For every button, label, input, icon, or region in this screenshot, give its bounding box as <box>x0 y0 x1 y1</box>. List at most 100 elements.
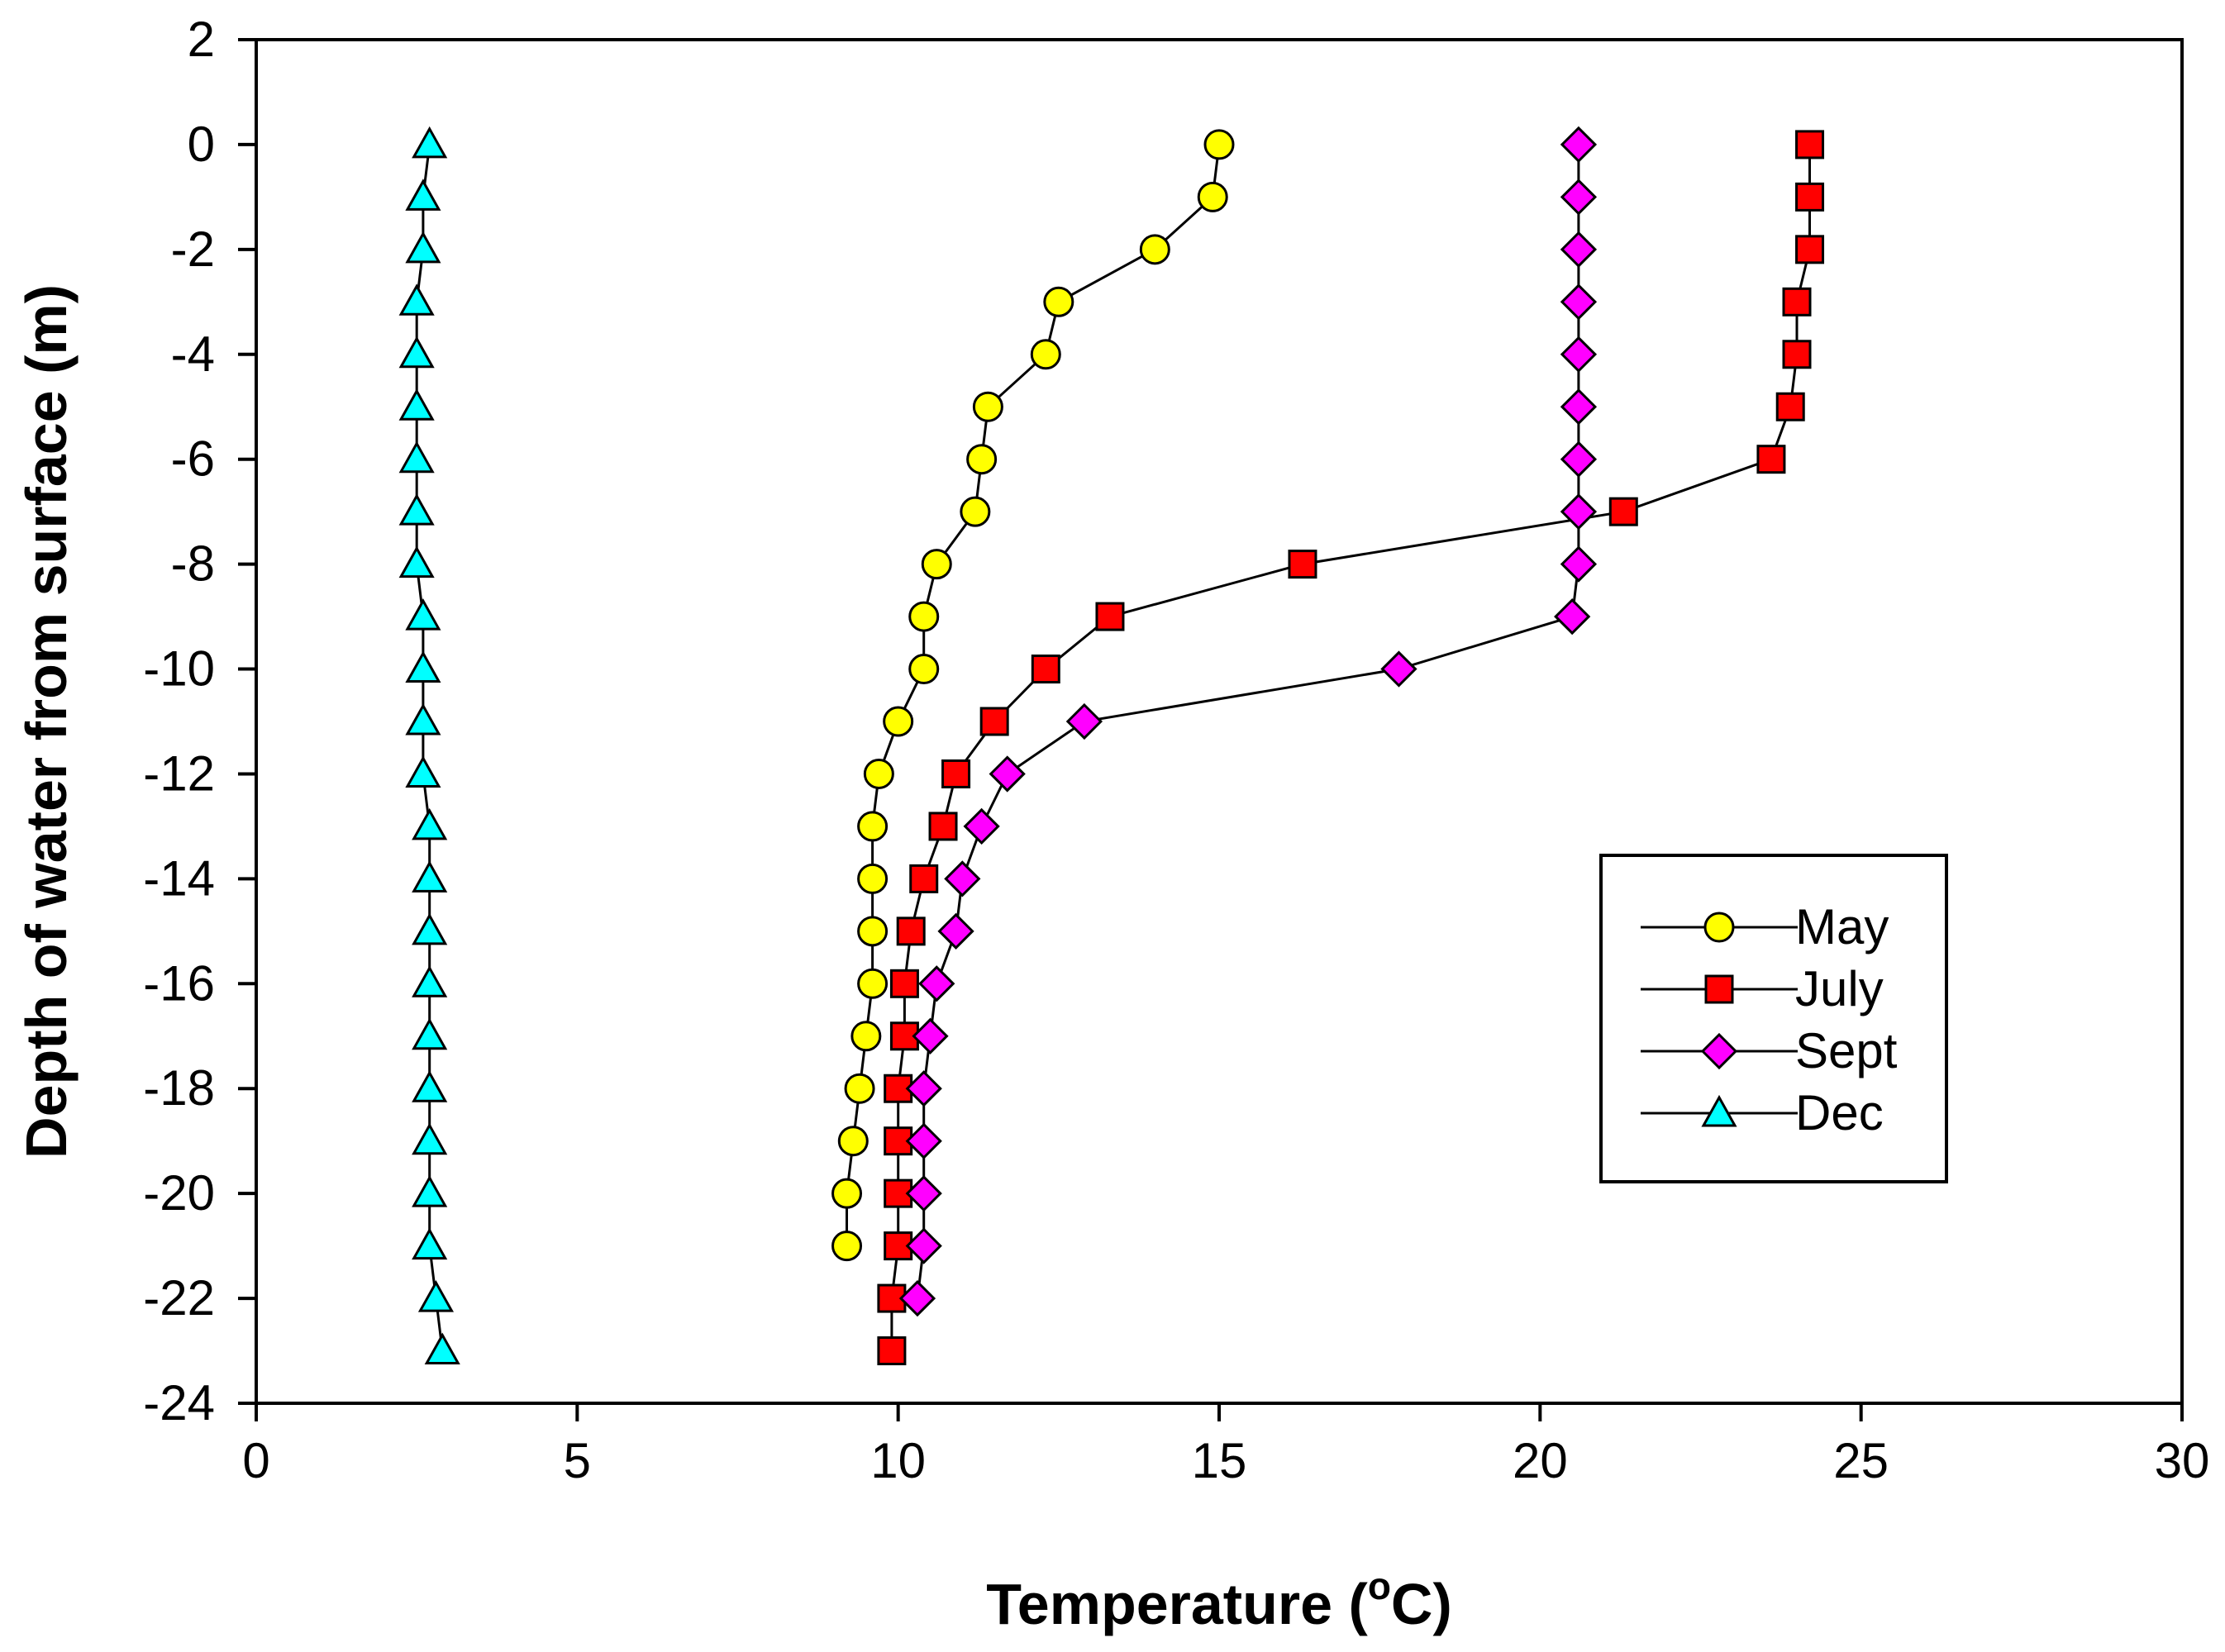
data-point-july <box>1775 392 1805 421</box>
data-point-dec <box>412 912 448 945</box>
data-point-dec <box>398 493 435 526</box>
data-point-may <box>1043 286 1074 317</box>
legend-label: May <box>1795 899 1889 955</box>
data-point-sept <box>1560 336 1598 373</box>
data-point-sept <box>1380 650 1417 688</box>
data-point-sept <box>1560 545 1598 583</box>
data-point-july <box>1608 497 1638 526</box>
data-point-july <box>941 759 971 788</box>
data-point-dec <box>412 965 448 997</box>
y-tick-label: -22 <box>143 1270 215 1326</box>
data-point-may <box>960 496 991 527</box>
data-point-dec <box>398 545 435 578</box>
data-point-may <box>1203 129 1235 160</box>
data-point-sept <box>905 1122 942 1159</box>
data-point-dec <box>412 1070 448 1102</box>
data-point-may <box>1030 339 1061 370</box>
data-point-may <box>857 863 889 894</box>
y-tick-label: 0 <box>188 117 215 172</box>
y-tick-label: -4 <box>171 326 215 382</box>
series-sept <box>898 126 1598 1317</box>
data-point-dec <box>405 702 441 736</box>
data-point-may <box>857 916 889 947</box>
data-point-may <box>908 601 940 632</box>
legend-item-dec: Dec <box>1641 1085 1884 1140</box>
data-point-may <box>844 1073 875 1104</box>
data-point-may <box>831 1178 863 1209</box>
data-point-dec <box>405 231 441 264</box>
data-point-may <box>837 1126 869 1157</box>
data-point-may <box>857 968 889 999</box>
x-axis: 0 5 10 15 20 25 30 <box>242 1403 2209 1488</box>
data-point-may <box>883 706 914 737</box>
data-point-dec <box>412 1122 448 1155</box>
data-point-dec <box>405 179 441 211</box>
y-tick-label: -8 <box>171 536 215 592</box>
series-dec <box>398 126 460 1365</box>
data-point-july <box>1782 287 1812 317</box>
data-point-sept <box>1560 231 1598 268</box>
data-point-sept <box>1554 597 1591 636</box>
legend-label: July <box>1795 961 1884 1016</box>
x-tick-label: 30 <box>2155 1433 2210 1488</box>
data-point-sept <box>1560 388 1598 426</box>
data-point-july <box>1795 130 1825 159</box>
plot-frame <box>255 38 2184 1405</box>
x-tick-label: 15 <box>1192 1433 1247 1488</box>
data-point-dec <box>398 283 435 316</box>
data-point-sept <box>1560 126 1598 164</box>
x-tick-label: 25 <box>1833 1433 1889 1488</box>
y-axis: 2 0 -2 -4 -6 -8 -10 -12 -14 -16 -18 -20 -22 -24 <box>143 12 256 1431</box>
x-tick-label: 10 <box>870 1433 926 1488</box>
data-point-sept <box>898 1279 936 1317</box>
data-point-sept <box>989 755 1026 793</box>
legend-marker-dec <box>1701 1094 1737 1127</box>
legend-label: Dec <box>1795 1085 1884 1140</box>
data-point-sept <box>963 807 1000 845</box>
data-point-dec <box>417 1280 455 1312</box>
y-tick-label: -12 <box>143 745 215 801</box>
series-layer <box>398 126 1825 1366</box>
data-point-july <box>889 969 919 998</box>
data-point-july <box>1795 235 1825 264</box>
data-point-sept <box>944 860 981 897</box>
data-point-july <box>979 707 1009 736</box>
data-point-may <box>908 654 940 685</box>
y-tick-label: -24 <box>143 1375 215 1431</box>
legend: May July Sept Dec <box>1599 854 1948 1183</box>
series-line-may <box>846 144 1221 1246</box>
series-line-sept <box>916 144 1580 1299</box>
data-point-sept <box>1560 283 1598 321</box>
data-point-dec <box>398 388 435 421</box>
y-tick-label: -2 <box>171 221 215 277</box>
data-point-dec <box>412 1017 448 1050</box>
data-point-sept <box>905 1070 942 1107</box>
x-axis-title: Temperature (oC) <box>986 1564 1452 1636</box>
y-tick-label: -6 <box>171 431 215 487</box>
data-point-sept <box>918 965 955 1002</box>
data-point-july <box>1782 340 1812 369</box>
data-point-may <box>966 444 998 475</box>
legend-label: Sept <box>1795 1023 1898 1078</box>
data-point-dec <box>398 336 435 369</box>
legend-marker-may <box>1703 912 1735 943</box>
y-tick-label: -10 <box>143 641 215 697</box>
data-point-dec <box>412 807 448 840</box>
series-line-dec <box>415 144 444 1351</box>
y-tick-label: -20 <box>143 1165 215 1221</box>
data-point-sept <box>912 1017 949 1055</box>
y-tick-label: -18 <box>143 1060 215 1116</box>
legend-marker-july <box>1704 974 1734 1004</box>
x-tick-label: 5 <box>564 1433 591 1488</box>
data-point-dec <box>398 440 435 474</box>
data-point-dec <box>405 755 441 788</box>
legend-item-july: July <box>1641 961 1884 1016</box>
data-point-may <box>831 1231 863 1262</box>
data-point-may <box>863 758 894 789</box>
data-point-sept <box>1560 179 1598 216</box>
legend-item-may: May <box>1641 899 1889 955</box>
series-may <box>831 129 1235 1262</box>
data-point-dec <box>412 1175 448 1207</box>
data-point-dec <box>412 1227 448 1260</box>
y-axis-title: Depth of water from surface (m) <box>14 284 79 1159</box>
